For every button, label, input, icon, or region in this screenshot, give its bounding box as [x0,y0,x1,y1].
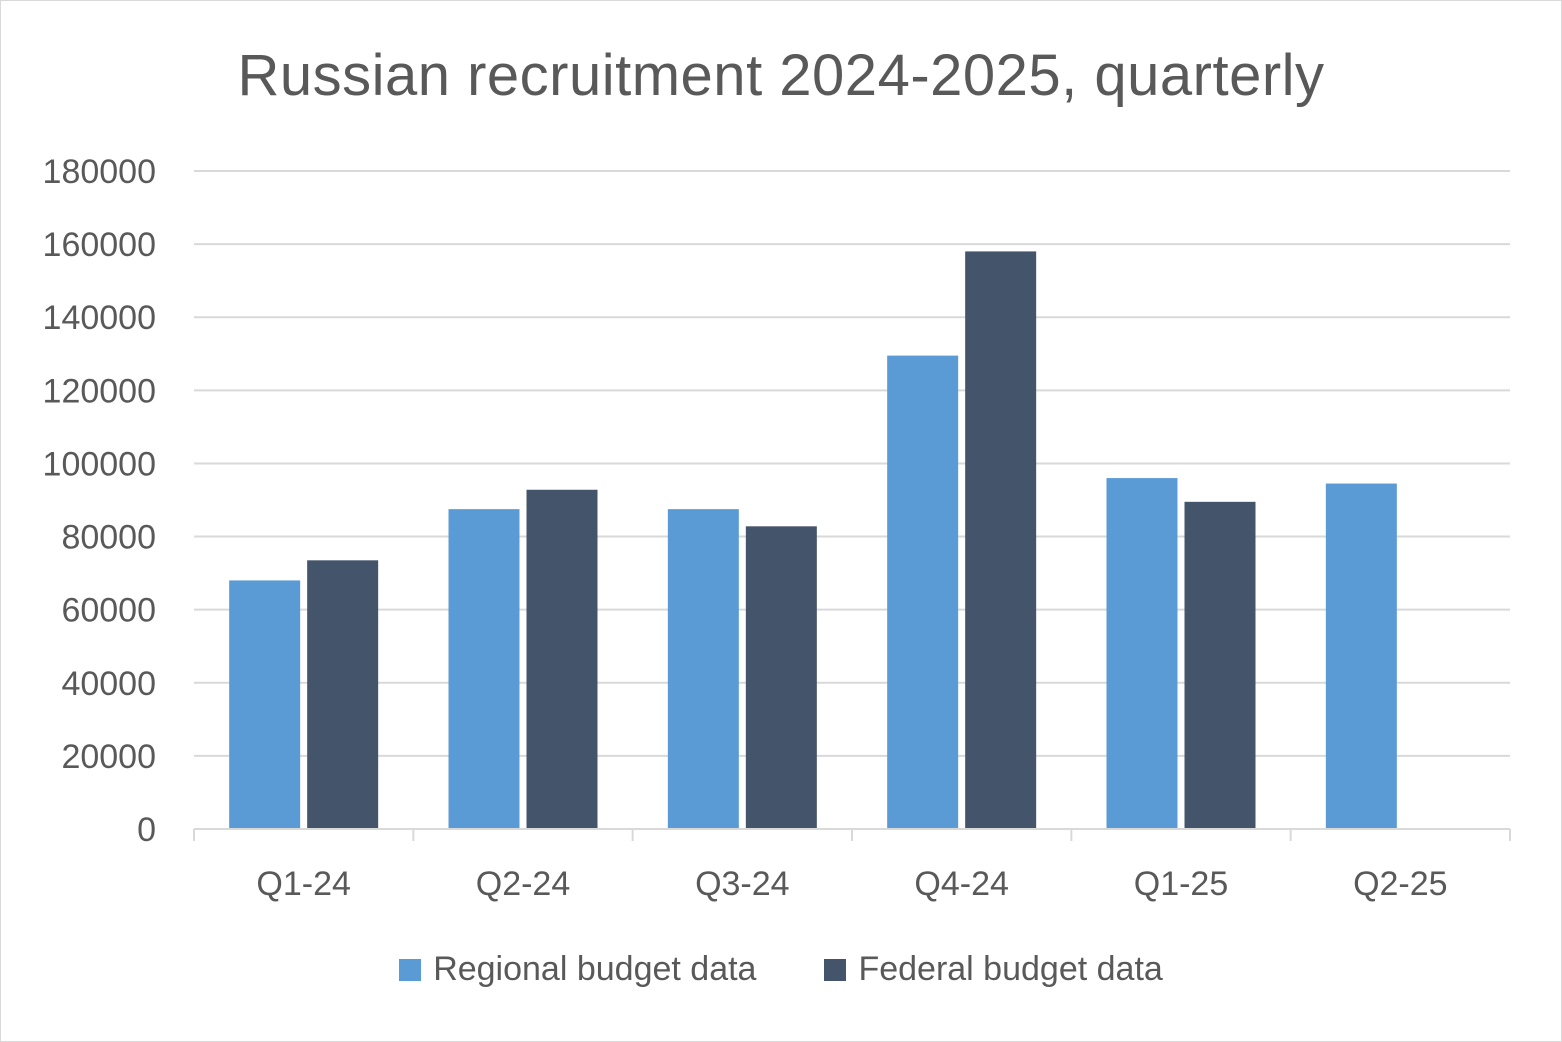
x-tick-label: Q3-24 [695,865,790,903]
bar-regional-q1-25 [1106,478,1178,829]
y-tick-label: 60000 [61,592,156,630]
gridlines [194,170,1510,757]
y-tick-label: 0 [137,811,156,849]
bar-regional-q1-24 [229,580,301,829]
bar-federal-q1-25 [1184,501,1256,829]
bar-federal-q2-24 [526,489,598,829]
bar-regional-q4-24 [887,355,959,829]
y-tick-label: 160000 [43,226,156,264]
legend: Regional budget data Federal budget data [0,950,1562,989]
tick-labels: 0 20000 40000 60000 80000 100000 120000 140000 1… [43,153,1448,903]
y-tick-label: 40000 [61,665,156,703]
legend-swatch-federal [824,958,847,981]
bar-regional-q3-24 [667,509,739,829]
x-tick-label: Q1-25 [1134,865,1229,903]
bar-regional-q2-24 [448,509,520,829]
bar-regional-q2-25 [1325,483,1397,829]
y-tick-label: 140000 [43,299,156,337]
legend-item-regional: Regional budget data [399,950,756,989]
legend-label-federal: Federal budget data [858,950,1163,988]
y-tick-label: 120000 [43,372,156,410]
bars [229,251,1397,829]
x-tick-label: Q4-24 [914,865,1009,903]
y-tick-label: 100000 [43,445,156,483]
legend-swatch-regional [399,958,422,981]
bar-federal-q4-24 [965,251,1037,829]
x-tick-label: Q2-24 [476,865,571,903]
legend-label-regional: Regional budget data [433,950,757,988]
axes [193,828,1511,841]
chart-title: Russian recruitment 2024-2025, quarterly [237,43,1325,108]
y-tick-label: 80000 [61,519,156,557]
y-tick-label: 180000 [43,153,156,191]
x-tick-label: Q1-24 [256,865,351,903]
bar-federal-q1-24 [307,560,379,829]
y-tick-label: 20000 [61,738,156,776]
legend-item-federal: Federal budget data [824,950,1163,989]
x-tick-label: Q2-25 [1353,865,1448,903]
bar-federal-q3-24 [745,526,817,829]
